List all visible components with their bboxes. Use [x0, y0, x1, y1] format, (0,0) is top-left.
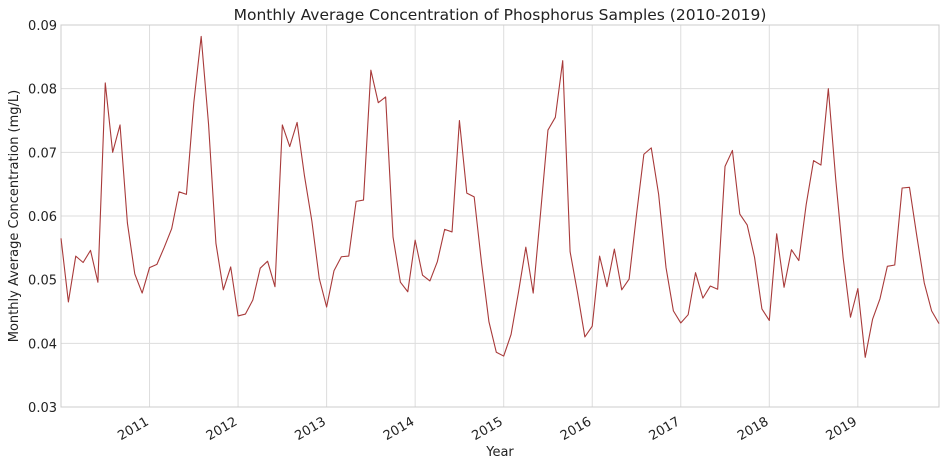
y-tick-label: 0.04	[28, 337, 57, 352]
x-tick-label: 2017	[647, 414, 683, 444]
y-tick-label: 0.08	[28, 83, 57, 98]
y-tick-label: 0.09	[28, 19, 57, 34]
series-line	[60, 35, 940, 358]
x-tick-label: 2012	[204, 414, 240, 444]
x-tick-label: 2019	[824, 414, 860, 444]
x-tick-label: 2011	[115, 414, 151, 444]
y-axis: 0.03 0.04 0.05 0.06 0.07 0.08 0.09	[28, 19, 57, 416]
x-tick-label: 2016	[558, 414, 594, 444]
y-tick-label: 0.05	[28, 274, 57, 289]
x-axis-title: Year	[485, 445, 514, 460]
grid-lines	[61, 24, 939, 408]
chart-title: Monthly Average Concentration of Phospho…	[234, 6, 767, 24]
x-tick-label: 2014	[381, 414, 417, 444]
series-layer	[60, 35, 940, 358]
x-axis: 2011 2012 2013 2014 2015 2016 2017 2018 2019	[115, 414, 859, 444]
y-axis-title: Monthly Average Concentration (mg/L)	[7, 90, 22, 342]
y-tick-label: 0.06	[28, 210, 57, 225]
y-tick-label: 0.03	[28, 401, 57, 416]
x-tick-label: 2018	[735, 414, 771, 444]
y-tick-label: 0.07	[28, 146, 57, 161]
x-tick-label: 2013	[292, 414, 328, 444]
x-tick-label: 2015	[470, 414, 506, 444]
plot-frame	[60, 24, 940, 408]
